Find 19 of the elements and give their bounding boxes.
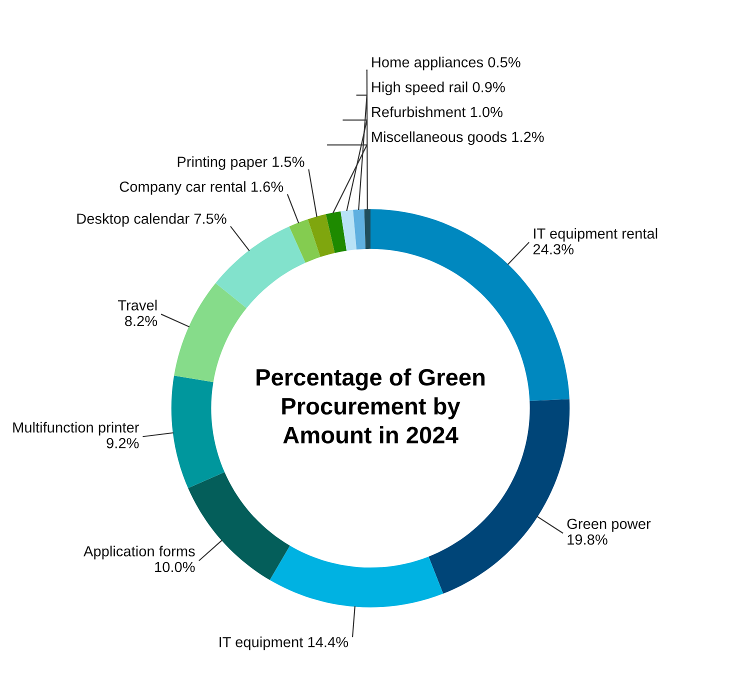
- slice-label: Refurbishment 1.0%: [372, 106, 502, 118]
- data-label: 10.0%: [155, 562, 195, 572]
- data-label: 8.2%: [125, 316, 158, 326]
- slice-label: IT equipment 14.4%: [220, 636, 348, 650]
- slice-label: Application forms: [84, 546, 195, 560]
- data-label: 9.2%: [106, 438, 139, 448]
- slice-label: Company car rental 1.6%: [120, 181, 284, 195]
- slice-label: Printing paper 1.5%: [178, 156, 304, 170]
- slice-label: IT equipment rental: [534, 228, 658, 242]
- data-label: 19.8%: [568, 534, 608, 545]
- slice-label: Miscellaneous goods 1.2%: [372, 131, 544, 145]
- slice-label: Travel: [118, 300, 157, 310]
- slice-label: Home appliances 0.5%: [372, 56, 520, 70]
- slice-label: High speed rail 0.9%: [372, 82, 505, 96]
- slice-label: Desktop calendar 7.5%: [77, 213, 226, 227]
- slice-label: Multifunction printer: [13, 422, 140, 436]
- slice-label: Green power: [567, 518, 651, 532]
- data-label: 24.3%: [533, 244, 574, 254]
- text: Percentage of Green Procurement by Amount in 2024: [256, 368, 485, 444]
